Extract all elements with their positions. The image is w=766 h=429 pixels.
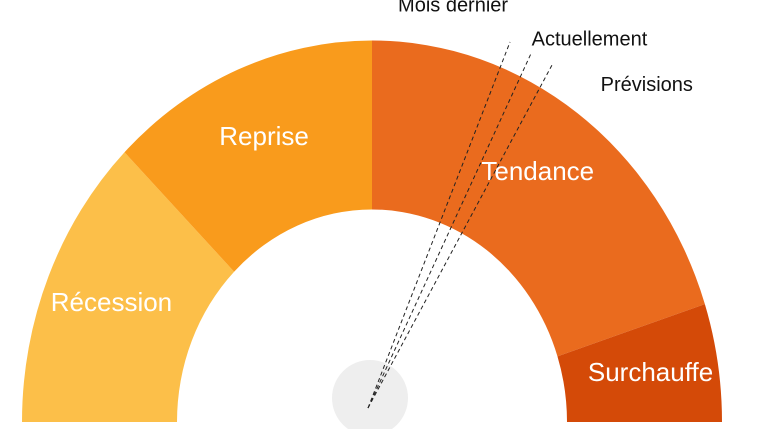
needle-label: Actuellement — [532, 28, 648, 50]
needle-label: Mois dernier — [398, 0, 508, 16]
needle — [367, 41, 511, 409]
needle — [367, 63, 554, 409]
gauge-band — [372, 40, 705, 357]
gauge-band — [124, 40, 372, 272]
needle-hub — [332, 360, 408, 429]
gauge-band — [557, 304, 722, 422]
band-label: Récession — [51, 287, 172, 317]
needle — [367, 51, 533, 409]
band-label: Surchauffe — [588, 357, 713, 387]
gauge-band — [22, 152, 235, 422]
band-label: Reprise — [219, 121, 309, 151]
band-label: Tendance — [481, 156, 594, 186]
needle-label: Prévisions — [601, 74, 693, 96]
